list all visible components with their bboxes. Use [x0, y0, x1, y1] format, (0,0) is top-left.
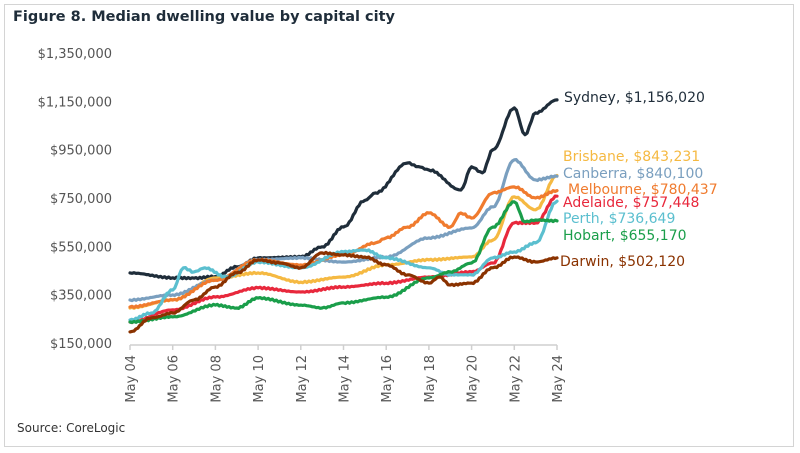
y-tick-label: $150,000: [50, 337, 112, 352]
y-tick-label: $950,000: [50, 144, 112, 159]
series-label-canberra: Canberra, $840,100: [563, 166, 703, 182]
x-tick-label: May 16: [380, 355, 395, 403]
series-label-sydney: Sydney, $1,156,020: [564, 90, 705, 106]
series-label-adelaide: Adelaide, $757,448: [563, 195, 699, 211]
series-line-perth: [128, 199, 559, 322]
series-line-melbourne: [128, 185, 559, 310]
series-line-hobart: [128, 200, 559, 324]
y-tick-label: $1,350,000: [38, 47, 112, 62]
y-tick-label: $350,000: [50, 289, 112, 304]
chart-frame: [4, 4, 794, 447]
x-tick-label: May 20: [466, 355, 481, 403]
y-tick-label: $1,150,000: [38, 95, 112, 110]
y-tick-label: $750,000: [50, 192, 112, 207]
chart-title: Figure 8. Median dwelling value by capit…: [13, 9, 395, 25]
x-tick-label: May 22: [508, 355, 523, 403]
series-line-darwin: [128, 250, 559, 334]
series-label-melbourne: Melbourne, $780,437: [568, 182, 718, 198]
series-label-perth: Perth, $736,649: [563, 211, 675, 227]
x-tick-label: May 24: [551, 355, 566, 403]
x-tick-label: May 08: [209, 355, 224, 403]
x-tick-label: May 04: [124, 355, 139, 403]
x-tick-label: May 14: [338, 355, 353, 403]
series-label-brisbane: Brisbane, $843,231: [563, 149, 700, 165]
y-tick-label: $550,000: [50, 240, 112, 255]
series-line-adelaide: [128, 194, 559, 325]
series-label-darwin: Darwin, $502,120: [560, 254, 685, 270]
x-tick-label: May 12: [295, 355, 310, 403]
x-tick-label: May 06: [167, 355, 182, 403]
x-tick-label: May 10: [252, 355, 267, 403]
series-line-sydney: [128, 98, 559, 281]
source-note: Source: CoreLogic: [17, 421, 126, 435]
x-tick-label: May 18: [423, 355, 438, 403]
series-label-hobart: Hobart, $655,170: [563, 228, 687, 244]
